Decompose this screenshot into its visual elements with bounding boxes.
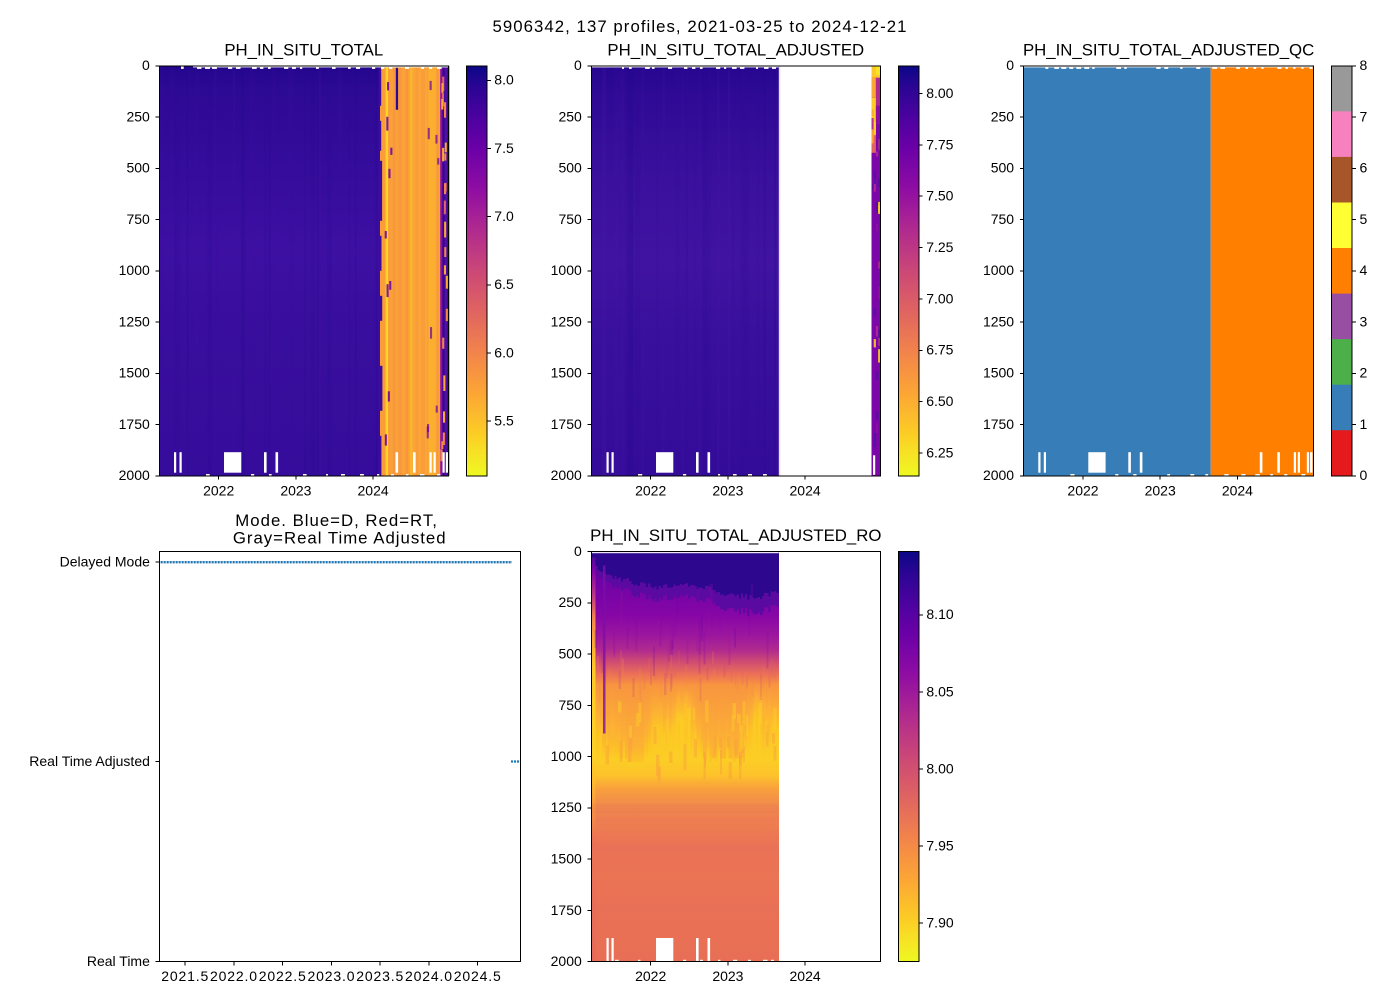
- svg-text:2023: 2023: [712, 968, 743, 984]
- svg-text:0: 0: [574, 543, 582, 559]
- svg-text:2000: 2000: [983, 467, 1014, 483]
- svg-text:8.10: 8.10: [926, 606, 953, 622]
- svg-text:250: 250: [558, 109, 582, 125]
- svg-text:8.0: 8.0: [494, 72, 514, 88]
- svg-text:6.50: 6.50: [926, 393, 953, 409]
- svg-text:Real Time Adjusted: Real Time Adjusted: [29, 753, 150, 769]
- svg-text:2024: 2024: [1222, 482, 1253, 498]
- svg-text:2023.5: 2023.5: [356, 968, 404, 984]
- svg-text:2000: 2000: [551, 467, 582, 483]
- svg-text:1500: 1500: [551, 365, 582, 381]
- svg-text:2024: 2024: [358, 482, 389, 498]
- svg-text:5.5: 5.5: [494, 413, 514, 429]
- svg-text:2023: 2023: [712, 482, 743, 498]
- svg-text:500: 500: [558, 646, 582, 662]
- svg-text:7.95: 7.95: [926, 837, 953, 853]
- svg-text:5: 5: [1360, 211, 1368, 227]
- svg-text:1500: 1500: [983, 365, 1014, 381]
- svg-text:2: 2: [1360, 365, 1368, 381]
- svg-text:2023: 2023: [1145, 482, 1176, 498]
- svg-text:7.75: 7.75: [926, 136, 953, 152]
- svg-text:750: 750: [126, 211, 150, 227]
- svg-text:2022: 2022: [635, 482, 666, 498]
- svg-text:Mode. Blue=D, Red=RT,: Mode. Blue=D, Red=RT,: [235, 511, 438, 530]
- svg-text:1250: 1250: [119, 313, 150, 329]
- svg-text:1250: 1250: [551, 313, 582, 329]
- svg-text:7: 7: [1360, 109, 1368, 125]
- svg-text:750: 750: [991, 211, 1015, 227]
- svg-text:500: 500: [558, 160, 582, 176]
- svg-text:2023: 2023: [280, 482, 311, 498]
- svg-text:1500: 1500: [119, 365, 150, 381]
- svg-text:7.25: 7.25: [926, 239, 953, 255]
- svg-text:8: 8: [1360, 57, 1368, 73]
- svg-text:1500: 1500: [551, 851, 582, 867]
- svg-text:250: 250: [991, 109, 1015, 125]
- svg-text:Gray=Real Time Adjusted: Gray=Real Time Adjusted: [233, 528, 447, 547]
- svg-text:Real Time: Real Time: [87, 953, 150, 969]
- svg-text:0: 0: [142, 57, 150, 73]
- svg-text:0: 0: [574, 57, 582, 73]
- svg-text:1000: 1000: [983, 262, 1014, 278]
- svg-text:2024: 2024: [790, 968, 821, 984]
- svg-text:0: 0: [1006, 57, 1014, 73]
- svg-text:PH_IN_SITU_TOTAL: PH_IN_SITU_TOTAL: [224, 40, 383, 59]
- svg-text:1000: 1000: [551, 748, 582, 764]
- svg-text:1250: 1250: [983, 313, 1014, 329]
- svg-text:1750: 1750: [983, 416, 1014, 432]
- svg-text:250: 250: [558, 594, 582, 610]
- svg-text:8.05: 8.05: [926, 683, 953, 699]
- svg-text:2024: 2024: [790, 482, 821, 498]
- svg-text:1750: 1750: [119, 416, 150, 432]
- svg-text:250: 250: [126, 109, 150, 125]
- svg-text:500: 500: [991, 160, 1015, 176]
- svg-text:4: 4: [1360, 262, 1368, 278]
- svg-text:7.90: 7.90: [926, 915, 953, 931]
- svg-text:6.5: 6.5: [494, 276, 514, 292]
- svg-text:2022.5: 2022.5: [259, 968, 307, 984]
- svg-text:7.5: 7.5: [494, 140, 514, 156]
- svg-text:7.00: 7.00: [926, 290, 953, 306]
- svg-text:8.00: 8.00: [926, 85, 953, 101]
- svg-text:2023.0: 2023.0: [307, 968, 355, 984]
- svg-text:2022: 2022: [1067, 482, 1098, 498]
- svg-text:2022: 2022: [203, 482, 234, 498]
- svg-text:1250: 1250: [551, 799, 582, 815]
- svg-text:2024.5: 2024.5: [454, 968, 502, 984]
- svg-text:2021.5: 2021.5: [161, 968, 209, 984]
- svg-text:2022: 2022: [635, 968, 666, 984]
- svg-text:3: 3: [1360, 313, 1368, 329]
- svg-text:2022.0: 2022.0: [210, 968, 258, 984]
- svg-text:5906342, 137 profiles, 2021-03: 5906342, 137 profiles, 2021-03-25 to 202…: [492, 17, 907, 36]
- svg-text:PH_IN_SITU_TOTAL_ADJUSTED_QC: PH_IN_SITU_TOTAL_ADJUSTED_QC: [1023, 40, 1314, 59]
- svg-text:PH_IN_SITU_TOTAL_ADJUSTED: PH_IN_SITU_TOTAL_ADJUSTED: [607, 40, 864, 59]
- svg-text:750: 750: [558, 211, 582, 227]
- svg-text:7.50: 7.50: [926, 188, 953, 204]
- svg-text:Delayed Mode: Delayed Mode: [60, 554, 150, 570]
- svg-text:6.75: 6.75: [926, 342, 953, 358]
- svg-text:6.0: 6.0: [494, 344, 514, 360]
- svg-text:1: 1: [1360, 416, 1368, 432]
- svg-text:6.25: 6.25: [926, 444, 953, 460]
- svg-text:7.0: 7.0: [494, 208, 514, 224]
- svg-text:500: 500: [126, 160, 150, 176]
- svg-text:1750: 1750: [551, 902, 582, 918]
- svg-text:1750: 1750: [551, 416, 582, 432]
- svg-text:0: 0: [1360, 467, 1368, 483]
- svg-text:2024.0: 2024.0: [405, 968, 453, 984]
- svg-text:8.00: 8.00: [926, 760, 953, 776]
- svg-text:1000: 1000: [551, 262, 582, 278]
- svg-text:2000: 2000: [551, 953, 582, 969]
- svg-text:2000: 2000: [119, 467, 150, 483]
- svg-text:PH_IN_SITU_TOTAL_ADJUSTED_RO: PH_IN_SITU_TOTAL_ADJUSTED_RO: [590, 526, 881, 545]
- svg-text:6: 6: [1360, 160, 1368, 176]
- svg-text:1000: 1000: [119, 262, 150, 278]
- svg-text:750: 750: [558, 697, 582, 713]
